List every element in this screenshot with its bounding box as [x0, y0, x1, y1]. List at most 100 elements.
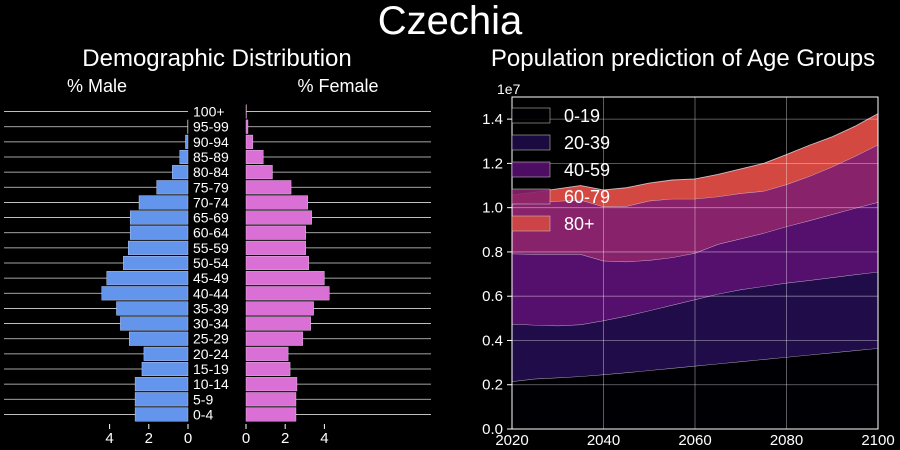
female-bar	[245, 180, 292, 195]
female-bar	[245, 134, 254, 149]
age-group-label: 70-74	[193, 194, 229, 210]
population-pyramid: Demographic Distribution % Male % Female…	[4, 45, 431, 447]
y-tick-label: 0.4	[482, 332, 503, 349]
male-bar	[134, 377, 189, 392]
area-20-39	[512, 271, 878, 382]
male-bar	[101, 286, 189, 301]
female-bar	[245, 271, 325, 286]
age-group-label: 95-99	[193, 119, 229, 135]
female-bar	[245, 149, 264, 165]
x-tick-label: 2100	[861, 432, 894, 449]
male-bar	[172, 165, 189, 180]
female-bar	[245, 361, 291, 377]
y-tick-label: 0.6	[482, 288, 503, 305]
age-group-label: 50-54	[193, 255, 229, 271]
age-group-label: 5-9	[193, 391, 213, 407]
male-x-tick-label: 2	[145, 430, 153, 447]
age-group-label: 0-4	[193, 406, 213, 422]
x-tick-label: 2040	[587, 432, 620, 449]
age-group-label: 80-84	[193, 164, 229, 180]
legend-label: 20-39	[564, 133, 610, 153]
male-bar	[106, 271, 189, 286]
area-40-59	[512, 202, 878, 326]
y-tick-label: 1.0	[482, 200, 503, 217]
x-tick-label: 2020	[495, 432, 528, 449]
male-bar	[185, 134, 189, 149]
male-bar	[128, 331, 189, 346]
legend-label: 40-59	[564, 160, 610, 180]
male-bar	[134, 407, 189, 422]
age-group-label: 65-69	[193, 210, 229, 226]
female-bar	[245, 346, 289, 361]
figure-title: Czechia	[378, 0, 523, 43]
legend-label: 0-19	[564, 106, 600, 126]
age-group-label: 100+	[193, 104, 225, 120]
male-bar	[156, 180, 189, 195]
male-bar	[129, 210, 189, 225]
male-bar	[129, 225, 189, 240]
y-tick-label: 1.4	[482, 111, 503, 128]
age-group-label: 60-64	[193, 225, 229, 241]
area-x-tick-labels: 2020 2040 2060 2080 2100	[495, 432, 894, 449]
male-x-tick-label: 4	[105, 430, 113, 447]
y-tick-label: 1.2	[482, 155, 503, 172]
female-bar	[245, 301, 314, 316]
female-bar	[245, 210, 312, 225]
female-panel-title: % Female	[297, 76, 378, 96]
legend-swatch-80+	[511, 215, 551, 232]
age-group-label: 55-59	[193, 240, 229, 256]
male-bar	[116, 301, 189, 316]
female-bar	[245, 286, 330, 301]
female-bar	[245, 255, 309, 271]
age-group-label: 30-34	[193, 316, 229, 332]
female-bar	[245, 119, 249, 134]
male-bar	[134, 392, 189, 407]
legend-swatch-20-39	[511, 134, 551, 151]
age-group-label: 90-94	[193, 134, 229, 150]
male-bar	[128, 240, 189, 255]
female-x-tick-label: 4	[320, 430, 328, 447]
area-60-79	[512, 144, 878, 262]
age-group-label: 40-44	[193, 285, 229, 301]
male-bar	[143, 346, 189, 361]
area-y-tick-labels: 0.0 0.2 0.4 0.6 0.8 1.0 1.2 1.4	[482, 111, 512, 438]
female-bar	[245, 195, 308, 210]
male-bar	[141, 361, 189, 377]
female-bar	[245, 225, 306, 240]
pyramid-title: Demographic Distribution	[82, 45, 351, 72]
female-bars	[245, 104, 330, 422]
male-panel-title: % Male	[67, 76, 127, 96]
male-bars	[101, 119, 189, 422]
y-tick-label: 0.2	[482, 377, 503, 394]
legend: 0-19 20-39 40-59 60-79 80+	[511, 106, 610, 234]
area-series	[511, 113, 879, 429]
female-bar	[245, 392, 297, 407]
male-bar	[120, 316, 189, 331]
y-tick-label: 0.0	[482, 421, 503, 438]
area-chart-title: Population prediction of Age Groups	[491, 45, 875, 72]
age-group-label: 45-49	[193, 270, 229, 286]
x-tick-label: 2080	[770, 432, 803, 449]
female-x-tick-label: 2	[281, 430, 289, 447]
female-bar	[245, 165, 273, 180]
area-edge-80+	[511, 113, 879, 196]
population-prediction-chart: Population prediction of Age Groups 1e7 …	[482, 45, 895, 449]
y-tick-label: 0.8	[482, 244, 503, 261]
age-group-label: 75-79	[193, 179, 229, 195]
female-bar	[245, 407, 297, 422]
female-bar	[245, 377, 298, 392]
male-x-tick-label: 0	[184, 430, 192, 447]
y-offset-label: 1e7	[497, 81, 521, 97]
female-bar	[245, 316, 311, 331]
male-bar	[179, 149, 189, 165]
age-group-labels: 0-45-910-1415-1920-2425-2930-3435-3940-4…	[193, 104, 229, 423]
legend-label: 60-79	[564, 187, 610, 207]
x-tick-label: 2060	[678, 432, 711, 449]
female-bar	[245, 240, 306, 255]
age-group-label: 85-89	[193, 149, 229, 165]
area-80+	[512, 113, 878, 207]
age-group-label: 15-19	[193, 361, 229, 377]
pyramid-x-tick-labels: 4 2 0 0 2 4	[105, 424, 329, 447]
male-bar	[123, 255, 189, 271]
